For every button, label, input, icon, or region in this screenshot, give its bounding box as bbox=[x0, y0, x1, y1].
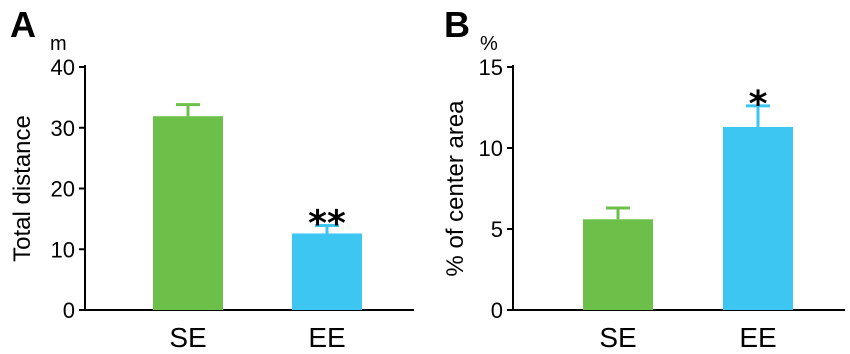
y-axis-label: Total distance bbox=[9, 115, 36, 262]
y-axis-label: % of center area bbox=[442, 100, 469, 277]
y-tick-label: 10 bbox=[51, 237, 75, 262]
y-tick-label: 10 bbox=[479, 136, 503, 161]
significance-marker: ** bbox=[308, 204, 346, 245]
x-category-label: EE bbox=[739, 322, 776, 353]
bar-se bbox=[153, 116, 223, 311]
y-tick-label: 0 bbox=[63, 298, 75, 323]
chart-panel-b: B% % of center area 0 5 10 15 SE EE * bbox=[442, 4, 845, 353]
x-category-label: SE bbox=[599, 322, 636, 353]
y-tick-label: 15 bbox=[479, 55, 503, 80]
bar-ee bbox=[292, 233, 362, 310]
y-tick-label: 5 bbox=[491, 217, 503, 242]
bar-ee bbox=[723, 126, 793, 310]
y-unit-label: % bbox=[480, 33, 498, 55]
y-tick-label: 20 bbox=[51, 177, 75, 202]
bar-se bbox=[583, 219, 653, 310]
panel-letter: B bbox=[444, 4, 470, 45]
y-unit-label: m bbox=[50, 33, 67, 55]
significance-marker: * bbox=[749, 84, 768, 125]
y-tick-label: 40 bbox=[51, 55, 75, 80]
x-category-label: SE bbox=[169, 322, 206, 353]
y-tick-label: 30 bbox=[51, 116, 75, 141]
y-tick-label: 0 bbox=[491, 298, 503, 323]
panel-letter: A bbox=[10, 4, 36, 45]
x-category-label: EE bbox=[308, 322, 345, 353]
